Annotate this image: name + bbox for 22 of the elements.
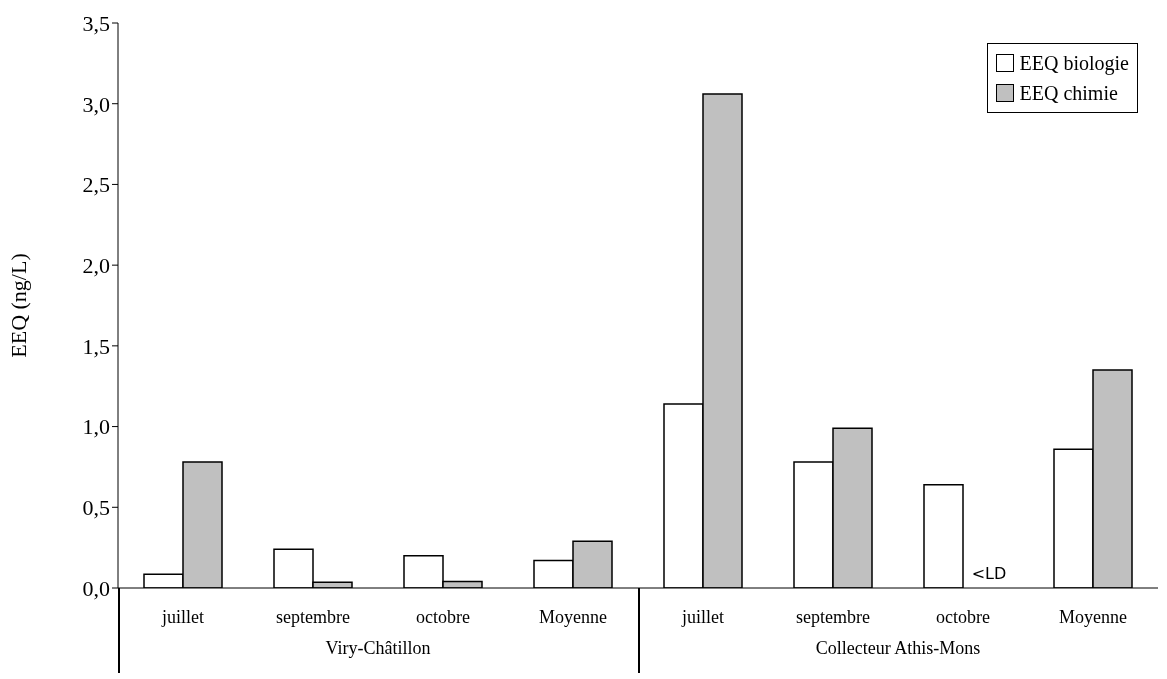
x-tick-label: Moyenne — [539, 606, 607, 627]
y-tick-label: 1,5 — [82, 333, 110, 359]
y-tick-label: 1,0 — [82, 414, 110, 440]
y-tick-label: 3,5 — [82, 10, 110, 36]
y-axis-title: EEQ (ng/L) — [5, 253, 31, 358]
y-tick-label: 0,5 — [82, 495, 110, 521]
x-tick-label: septembre — [276, 606, 350, 627]
x-tick-label: juillet — [161, 606, 204, 627]
x-tick-label: Moyenne — [1059, 606, 1127, 627]
legend-label: EEQ chimie — [1019, 81, 1118, 106]
x-tick-label: septembre — [796, 606, 870, 627]
text: Viry-Châtillon — [324, 638, 432, 659]
text: Collecteur Athis-Mons — [814, 638, 982, 659]
x-tick-label: octobre — [416, 606, 470, 627]
text: <LD — [971, 564, 1007, 583]
legend-label: EEQ biologie — [1019, 51, 1129, 77]
y-tick-label: 0,0 — [82, 575, 110, 601]
x-tick-label: juillet — [681, 606, 724, 627]
y-tick-label: 2,0 — [82, 252, 110, 278]
x-tick-label: octobre — [936, 606, 990, 627]
y-tick-label: 2,5 — [82, 172, 110, 198]
y-tick-label: 3,0 — [82, 91, 110, 117]
